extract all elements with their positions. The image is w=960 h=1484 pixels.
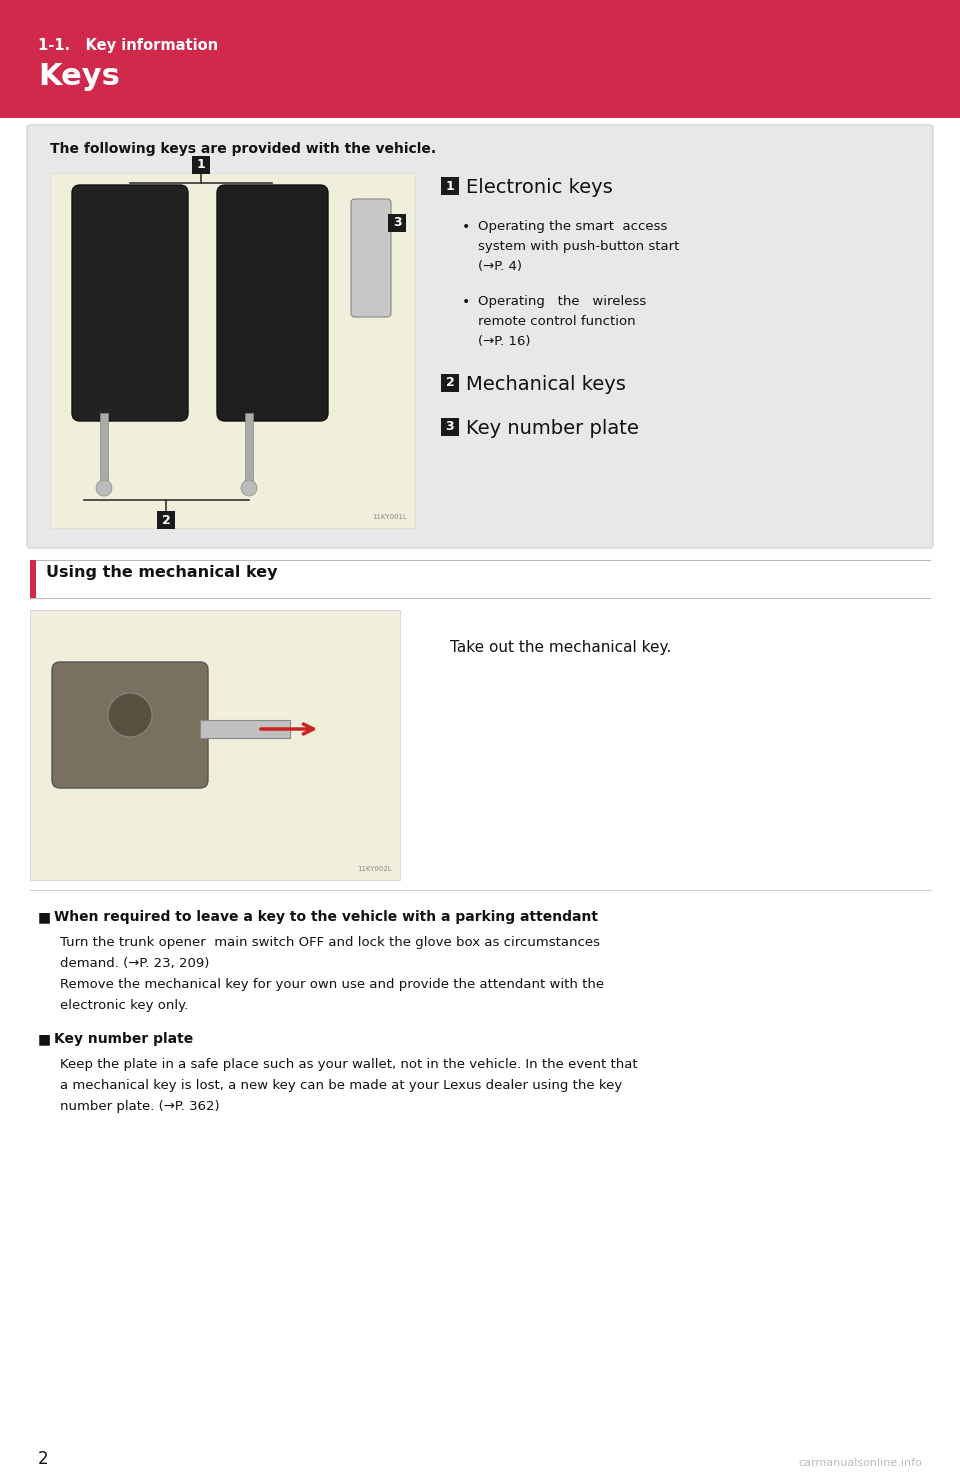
Text: 11KY002L: 11KY002L: [357, 867, 392, 873]
Text: 2: 2: [445, 377, 454, 389]
Text: Remove the mechanical key for your own use and provide the attendant with the: Remove the mechanical key for your own u…: [60, 978, 604, 991]
Bar: [30, 559, 36, 598]
Text: 1: 1: [197, 159, 205, 172]
Text: •: •: [462, 220, 470, 234]
Bar: [192, 156, 210, 174]
Text: Keep the plate in a safe place such as your wallet, not in the vehicle. In the e: Keep the plate in a safe place such as y…: [60, 1058, 637, 1071]
Bar: [200, 720, 290, 738]
Text: (→P. 4): (→P. 4): [478, 260, 522, 273]
Bar: [245, 413, 253, 482]
Text: 3: 3: [445, 420, 454, 433]
FancyBboxPatch shape: [72, 186, 188, 421]
Text: a mechanical key is lost, a new key can be made at your Lexus dealer using the k: a mechanical key is lost, a new key can …: [60, 1079, 622, 1092]
FancyBboxPatch shape: [217, 186, 328, 421]
Bar: [100, 413, 108, 482]
Bar: [441, 418, 459, 436]
Text: remote control function: remote control function: [478, 315, 636, 328]
Text: 2: 2: [38, 1450, 49, 1468]
Text: Keys: Keys: [38, 62, 120, 91]
FancyBboxPatch shape: [52, 662, 208, 788]
FancyBboxPatch shape: [351, 199, 391, 318]
Text: 11KY001L: 11KY001L: [372, 513, 407, 519]
Text: Operating the smart  access: Operating the smart access: [478, 220, 667, 233]
Text: number plate. (→P. 362): number plate. (→P. 362): [60, 1100, 220, 1113]
Text: •: •: [462, 295, 470, 309]
Text: Electronic keys: Electronic keys: [466, 178, 612, 197]
Text: When required to leave a key to the vehicle with a parking attendant: When required to leave a key to the vehi…: [54, 910, 598, 925]
Bar: [0, 0, 960, 119]
Circle shape: [108, 693, 152, 738]
Bar: [30, 610, 400, 880]
Text: Key number plate: Key number plate: [466, 418, 638, 438]
Text: 1-1.   Key information: 1-1. Key information: [38, 39, 218, 53]
Text: carmanualsonline.info: carmanualsonline.info: [798, 1457, 922, 1468]
Text: Using the mechanical key: Using the mechanical key: [46, 565, 277, 580]
Text: The following keys are provided with the vehicle.: The following keys are provided with the…: [50, 142, 436, 156]
Bar: [441, 177, 459, 194]
Bar: [441, 374, 459, 392]
Text: demand. (→P. 23, 209): demand. (→P. 23, 209): [60, 957, 209, 971]
FancyBboxPatch shape: [27, 125, 933, 548]
Text: Key number plate: Key number plate: [54, 1031, 193, 1046]
Text: electronic key only.: electronic key only.: [60, 999, 188, 1012]
Text: Operating   the   wireless: Operating the wireless: [478, 295, 646, 309]
Text: ■: ■: [38, 910, 56, 925]
Text: Turn the trunk opener  main switch OFF and lock the glove box as circumstances: Turn the trunk opener main switch OFF an…: [60, 936, 600, 948]
Text: ■: ■: [38, 1031, 56, 1046]
Bar: [157, 510, 175, 528]
Bar: [30, 559, 930, 598]
Text: Take out the mechanical key.: Take out the mechanical key.: [450, 640, 671, 654]
Text: system with push-button start: system with push-button start: [478, 240, 680, 252]
Circle shape: [96, 479, 112, 496]
Text: (→P. 16): (→P. 16): [478, 335, 531, 349]
Bar: [388, 214, 406, 232]
Circle shape: [241, 479, 257, 496]
Text: 1: 1: [445, 180, 454, 193]
Text: 3: 3: [393, 217, 401, 230]
Bar: [50, 174, 415, 528]
Text: 2: 2: [161, 513, 170, 527]
Text: Mechanical keys: Mechanical keys: [466, 375, 626, 393]
